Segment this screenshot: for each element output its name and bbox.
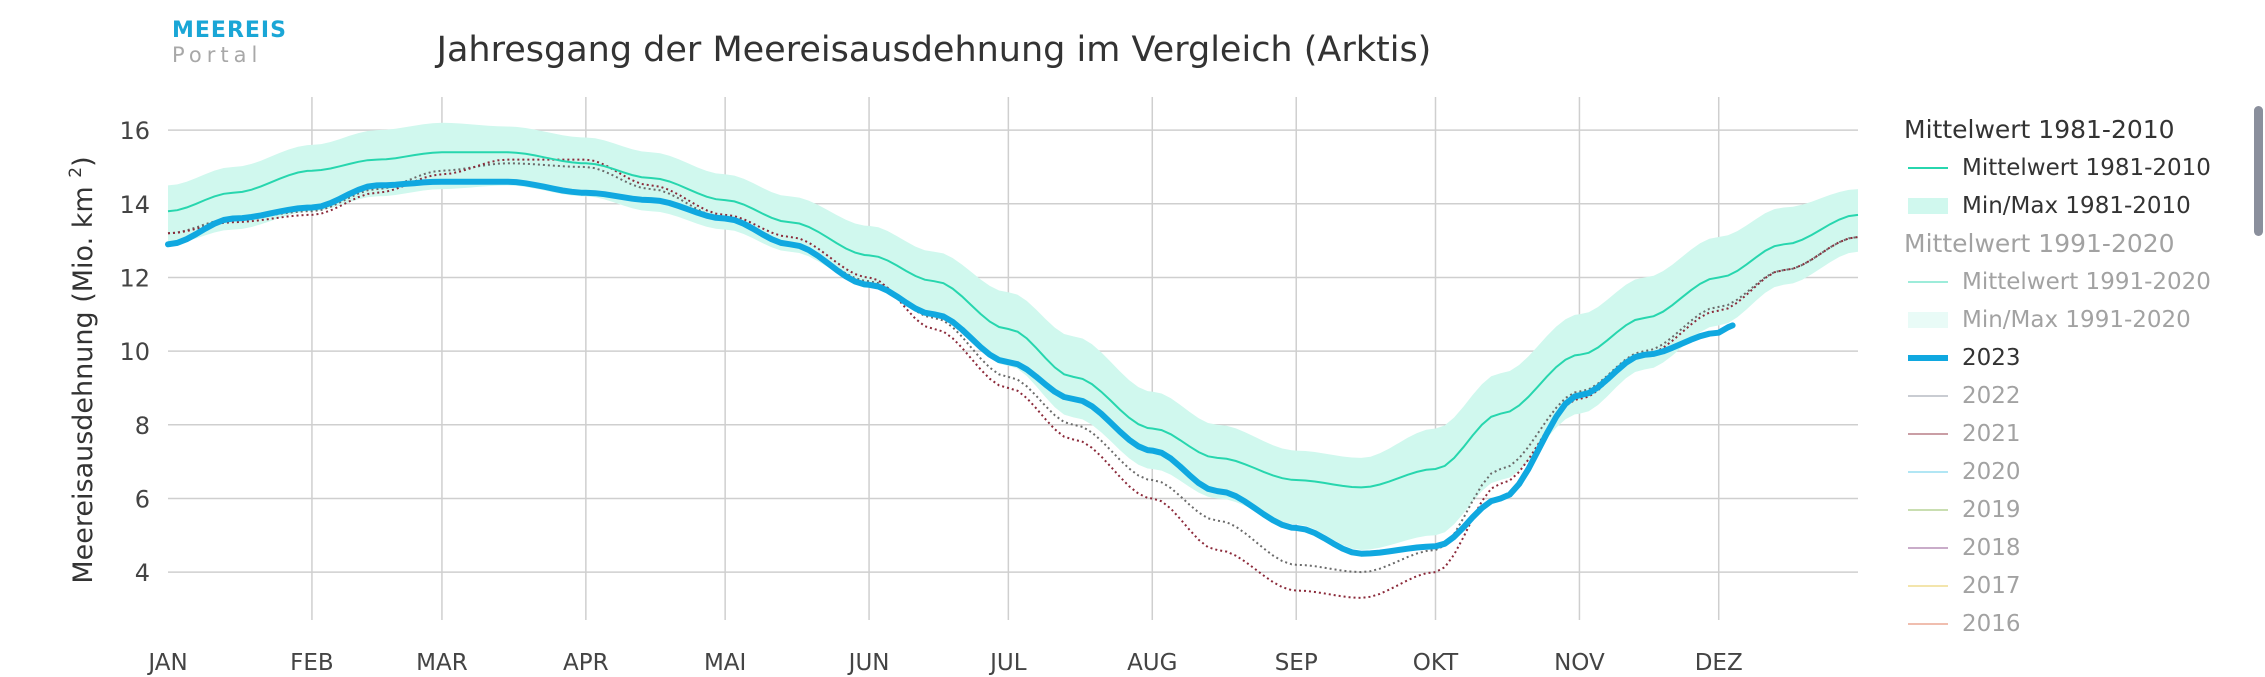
legend-symbol — [1904, 461, 1962, 483]
legend-item-mittelwert-1981-2010[interactable]: Mittelwert 1981-2010 — [1904, 149, 2234, 187]
y-tick-label: 4 — [135, 559, 150, 587]
legend-symbol — [1904, 575, 1962, 597]
legend-item-2018[interactable]: 2018 — [1904, 529, 2234, 567]
legend-label: Mittelwert 1981-2010 — [1962, 155, 2211, 181]
legend-symbol — [1904, 195, 1962, 217]
logo-line-2: Portal — [172, 43, 263, 67]
series-layer — [165, 151, 1859, 599]
legend-label: 2019 — [1962, 497, 2021, 523]
legend-item-2016[interactable]: 2016 — [1904, 605, 2234, 643]
band-min-max-1981-2010 — [168, 122, 1858, 551]
y-axis-label-end: ) — [68, 156, 99, 167]
chart-title: Jahresgang der Meereisausdehnung im Verg… — [436, 30, 1432, 70]
legend-group-title[interactable]: Mittelwert 1991-2020 — [1904, 229, 2175, 258]
y-tick-label: 10 — [119, 338, 150, 366]
legend-label: 2020 — [1962, 459, 2021, 485]
series-2022 — [167, 162, 1859, 574]
meereis-portal-logo: MEEREIS Portal — [172, 20, 287, 66]
legend-scrollbar[interactable] — [2254, 106, 2263, 236]
band-layer — [168, 122, 1858, 551]
y-axis-label: Meereisausdehnung (Mio. km 2) — [66, 156, 99, 583]
legend-item-2019[interactable]: 2019 — [1904, 491, 2234, 529]
y-tick-label: 16 — [119, 117, 150, 145]
y-axis-ticks: 4 6 8 10 12 14 16 — [119, 117, 150, 587]
legend-label: 2017 — [1962, 573, 2021, 599]
legend-symbol — [1904, 309, 1962, 331]
logo-line-1: MEEREIS — [172, 18, 287, 43]
x-tick-label: FEB — [290, 650, 334, 676]
x-tick-label: JUL — [988, 650, 1027, 676]
legend-item-2017[interactable]: 2017 — [1904, 567, 2234, 605]
y-tick-label: 6 — [135, 485, 150, 513]
y-tick-label: 14 — [119, 191, 150, 219]
legend-label: 2021 — [1962, 421, 2021, 447]
legend-item-2022[interactable]: 2022 — [1904, 377, 2234, 415]
legend-symbol — [1904, 423, 1962, 445]
legend-item-2020[interactable]: 2020 — [1904, 453, 2234, 491]
legend-item-min-max-1991-2020[interactable]: Min/Max 1991-2020 — [1904, 301, 2234, 339]
x-tick-label: JUN — [847, 650, 890, 676]
y-axis-label-text: Meereisausdehnung (Mio. km — [68, 186, 99, 583]
x-tick-label: SEP — [1275, 650, 1318, 676]
sea-ice-extent-chart: 4 6 8 10 12 14 16 JAN FEB MAR APR MAI JUN JUL AUG SEP O… — [66, 97, 1859, 676]
legend-symbol — [1904, 271, 1962, 293]
series-mean-1981-2010 — [167, 151, 1859, 489]
legend-label: 2016 — [1962, 611, 2021, 637]
legend-label: Min/Max 1981-2010 — [1962, 193, 2191, 219]
legend-symbol — [1904, 537, 1962, 559]
x-tick-label: NOV — [1554, 650, 1605, 676]
legend-item-min-max-1981-2010[interactable]: Min/Max 1981-2010 — [1904, 187, 2234, 225]
x-tick-label: JAN — [146, 650, 187, 676]
x-tick-label: MAI — [704, 650, 746, 676]
x-tick-label: AUG — [1127, 650, 1177, 676]
legend-symbol — [1904, 347, 1962, 369]
legend-item-2021[interactable]: 2021 — [1904, 415, 2234, 453]
legend-label: Min/Max 1991-2020 — [1962, 307, 2191, 333]
series-2021 — [167, 158, 1859, 599]
legend-symbol — [1904, 499, 1962, 521]
chart-legend: Mittelwert 1981-2010 Mittelwert 1981-2010… — [1904, 111, 2234, 643]
x-tick-label: MAR — [416, 650, 468, 676]
x-axis-ticks: JAN FEB MAR APR MAI JUN JUL AUG SEP OKT NOV DEZ — [146, 650, 1742, 676]
legend-label: 2018 — [1962, 535, 2021, 561]
legend-label: 2022 — [1962, 383, 2021, 409]
legend-symbol — [1904, 613, 1962, 635]
legend-label: Mittelwert 1991-2020 — [1962, 269, 2211, 295]
y-tick-label: 8 — [135, 412, 150, 440]
x-tick-label: APR — [563, 650, 609, 676]
legend-symbol — [1904, 385, 1962, 407]
legend-symbol — [1904, 157, 1962, 179]
legend-item-2023[interactable]: 2023 — [1904, 339, 2234, 377]
y-axis-label-superscript: 2 — [66, 167, 86, 178]
legend-group-title[interactable]: Mittelwert 1981-2010 — [1904, 115, 2175, 144]
series-2023 — [165, 178, 1736, 557]
legend-item-mittelwert-1991-2020[interactable]: Mittelwert 1991-2020 — [1904, 263, 2234, 301]
x-tick-label: OKT — [1413, 650, 1459, 676]
y-tick-label: 12 — [119, 264, 150, 292]
legend-label: 2023 — [1962, 345, 2021, 371]
x-tick-label: DEZ — [1695, 650, 1743, 676]
